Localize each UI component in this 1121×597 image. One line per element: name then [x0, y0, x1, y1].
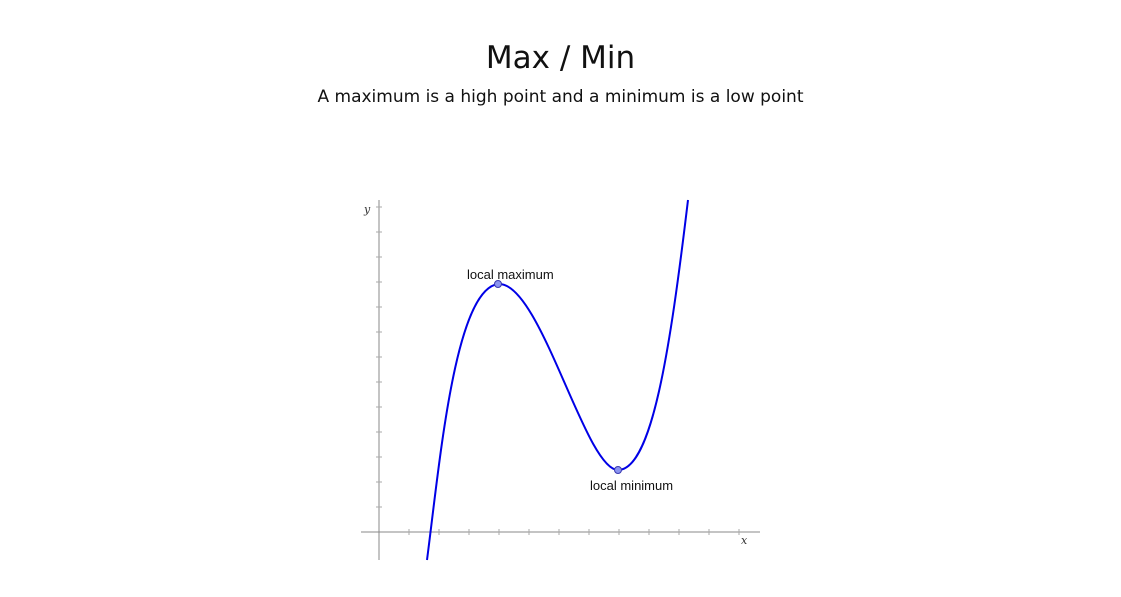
y-axis-ticks: [376, 206, 382, 508]
local-minimum-point: [614, 466, 622, 474]
page-subtitle: A maximum is a high point and a minimum …: [317, 87, 804, 107]
y-axis-label: y: [363, 203, 371, 216]
x-axis-label: x: [741, 534, 748, 547]
page-title: Max / Min: [485, 40, 636, 76]
local-minimum-label: local minimum: [590, 478, 673, 493]
cubic-curve: [426, 199, 689, 561]
local-maximum-label: local maximum: [467, 267, 554, 282]
x-axis-ticks: [408, 529, 740, 535]
local-maximum-point: [494, 280, 502, 288]
